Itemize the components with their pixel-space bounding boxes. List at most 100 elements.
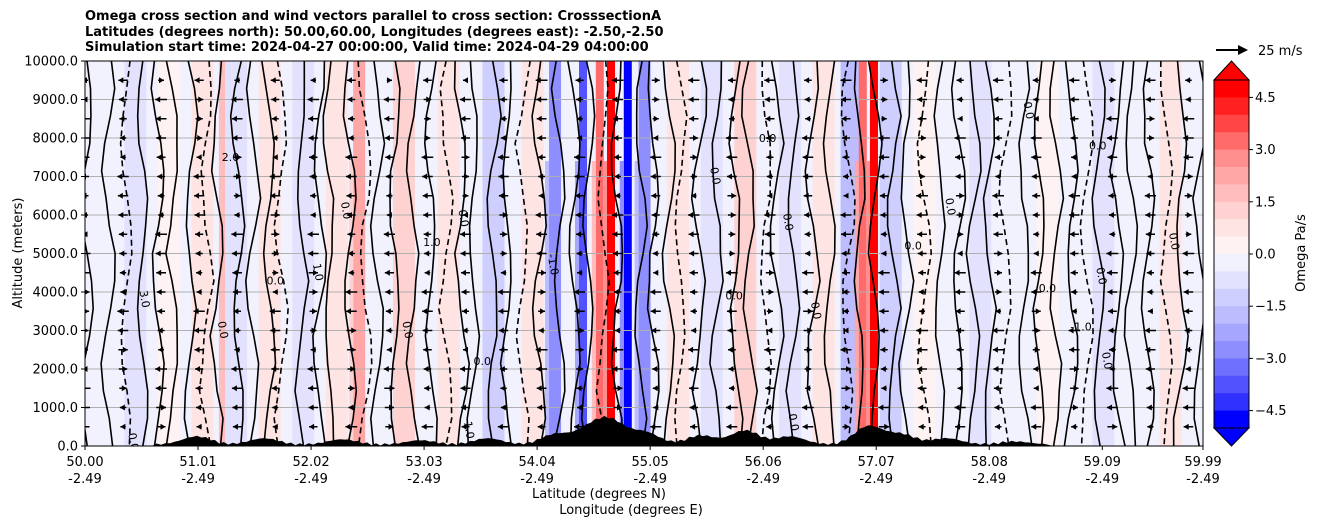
wind-vector-head: [764, 231, 770, 238]
wind-vector-head: [424, 250, 430, 257]
wind-vector-head: [917, 385, 923, 392]
wind-vector-head: [958, 231, 964, 238]
contour-line: [1123, 61, 1139, 446]
wind-vector-head: [884, 423, 890, 430]
y-axis: 0.0 1000.0 2000.0 3000.0 4000.0 5000.0 6000.0 7…: [24, 55, 85, 455]
wind-vector-head: [764, 96, 770, 103]
wind-vector-head: [880, 212, 886, 218]
wind-vector-head: [85, 366, 88, 372]
colorbar-segment: [1214, 80, 1249, 98]
wind-vector-head: [992, 77, 998, 84]
wind-vector-head: [195, 231, 201, 238]
wind-vector-head: [464, 154, 470, 161]
wind-vector-head: [425, 135, 431, 141]
wind-vector-head: [1107, 308, 1113, 315]
wind-vector-head: [194, 192, 200, 199]
x-tick-label-lon: -2.49: [1085, 472, 1119, 487]
wind-vector-head: [840, 77, 846, 84]
wind-vector-head: [1183, 154, 1189, 161]
contour-line: [183, 61, 199, 446]
contour-line: [1159, 61, 1174, 446]
wind-vector-head: [234, 212, 240, 218]
wind-vector-head: [918, 269, 924, 276]
wind-vector-head: [461, 289, 467, 295]
wind-vector-head: [765, 404, 771, 411]
wind-vector-head: [536, 96, 542, 103]
contour-label: 1.0: [461, 420, 477, 439]
wind-vector-head: [764, 366, 770, 372]
wind-vector-head: [421, 289, 427, 295]
contour-label: 0.0: [808, 301, 824, 320]
wind-vector-head: [881, 115, 887, 122]
wind-vector-head: [1069, 96, 1075, 103]
wind-vector-head: [193, 173, 199, 180]
wind-vector-head: [269, 308, 275, 315]
contour-label: 3.0: [136, 289, 152, 308]
wind-vector-head: [231, 115, 237, 122]
wind-vector-head: [1071, 154, 1077, 161]
wind-vector-head: [802, 135, 808, 141]
wind-vector-head: [345, 154, 351, 161]
wind-vector-head: [194, 77, 200, 84]
wind-vector-head: [651, 212, 657, 218]
x-tick-label-lat: 52.02: [292, 455, 329, 470]
contour-line: [580, 61, 596, 446]
wind-vector-head: [957, 366, 963, 372]
wind-vector-head: [613, 289, 619, 295]
wind-vector-head: [345, 289, 351, 295]
wind-vector-head: [955, 289, 961, 295]
wind-vector-head: [535, 77, 541, 84]
contour-line: [499, 61, 513, 446]
wind-vector-head: [1112, 423, 1118, 430]
wind-vector-head: [121, 385, 127, 392]
colorbar-segment: [1214, 341, 1249, 359]
wind-vector-head: [351, 327, 357, 334]
wind-vector-head: [157, 327, 163, 334]
contour-label: 2.0: [222, 151, 240, 164]
wind-vector-head: [843, 192, 849, 199]
wind-vector-head: [120, 289, 126, 295]
omega-column-edge: [575, 161, 580, 446]
wind-vector-head: [917, 231, 923, 238]
contour-line: [357, 61, 373, 446]
wind-vector-head: [273, 250, 279, 257]
wind-vector-head: [460, 366, 466, 372]
wind-vector-head: [156, 135, 162, 141]
contour-line: [822, 61, 836, 446]
wind-vector-head: [85, 328, 89, 333]
wind-vector-head: [577, 269, 583, 276]
wind-vector-head: [272, 404, 278, 411]
wind-vector-head: [1145, 231, 1151, 238]
wind-vector-head: [958, 212, 964, 218]
wind-vector-head: [577, 135, 583, 141]
wind-vector-head: [307, 366, 313, 372]
x-tick-label-lat: 54.04: [519, 455, 556, 470]
wind-vector-head: [957, 115, 963, 122]
contour-label: 1.0: [310, 262, 326, 281]
wind-vector-head: [538, 173, 544, 180]
chart-title: Omega cross section and wind vectors par…: [85, 9, 664, 56]
wind-vector-head: [956, 327, 962, 334]
wind-vector-head: [992, 192, 998, 199]
wind-vector-head: [313, 269, 319, 276]
wind-vector-head: [612, 231, 618, 238]
wind-vector-head: [271, 385, 277, 392]
wind-vector-head: [119, 250, 125, 257]
wind-vector-head: [460, 96, 466, 103]
contour-line: [759, 61, 773, 446]
contour-line: [1192, 61, 1203, 446]
wind-vector-head: [1144, 192, 1150, 199]
x-tick-label-lat: 51.01: [179, 455, 216, 470]
wind-vector-head: [117, 327, 123, 334]
contour-label: 0.0: [1099, 351, 1115, 370]
wind-vector-head: [1183, 289, 1189, 295]
x-tick-label-lon: -2.49: [181, 472, 215, 487]
contour-label: 1.0: [423, 236, 441, 249]
wind-vector-head: [916, 192, 922, 199]
wind-vector-head: [879, 308, 885, 315]
x-tick-label-lat: 55.05: [632, 455, 669, 470]
wind-vector-head: [1033, 385, 1039, 392]
wind-vector-head: [1069, 346, 1075, 353]
wind-vector-head: [383, 96, 389, 103]
wind-vector-head: [348, 404, 354, 411]
